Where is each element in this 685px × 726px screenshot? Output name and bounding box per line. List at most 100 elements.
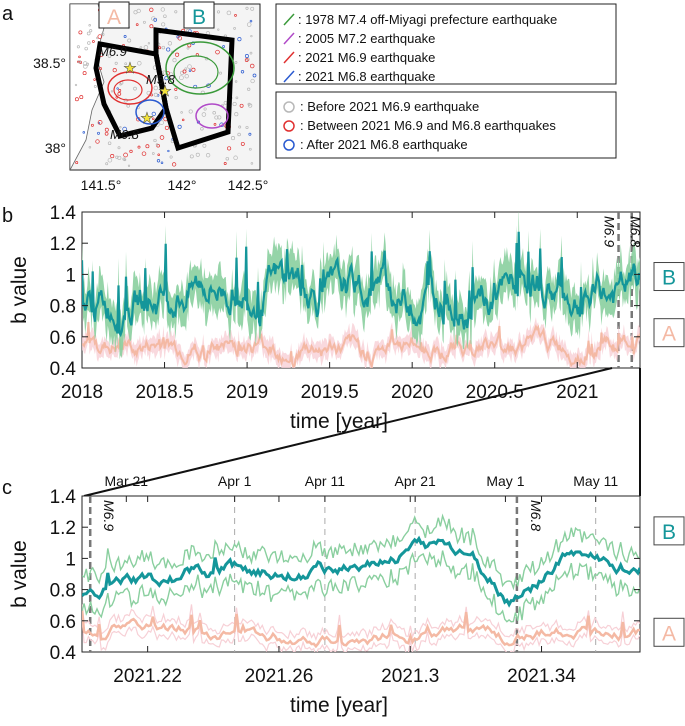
legend-eq-label: : 2021 M6.8 earthquake (298, 69, 435, 84)
x-axis-title: time [year] (290, 694, 388, 717)
seismicity-dot (247, 87, 251, 91)
seismicity-dot (99, 67, 102, 71)
seismicity-dot (87, 41, 91, 45)
seismicity-dot (97, 34, 103, 39)
chart-b-plot (82, 212, 640, 368)
seismicity-dot (158, 46, 162, 50)
legend-region-a-label: A (662, 622, 676, 645)
x-tick-label: 2018 (61, 382, 103, 403)
chart-c-axes: 0.4 0.6 0.8 1 1.2 1.4 2021.22 2021.26 2021.3 2021… (8, 473, 685, 717)
seismicity-dot (250, 162, 254, 165)
seismicity-dot (149, 7, 154, 12)
legend-region-b-label: B (662, 267, 676, 290)
seismicity-dot (214, 115, 219, 120)
seismicity-dot (161, 45, 166, 50)
seismicity-dot (104, 127, 109, 132)
seismicity-dot (232, 101, 237, 107)
seismicity-dot (216, 10, 221, 14)
seismicity-dot (227, 146, 232, 151)
seismicity-dot (205, 153, 211, 158)
seismicity-dot (186, 29, 189, 32)
map-content: ★ ★ ★ M6.9 M5.8 M6.8 (70, 4, 257, 170)
seismicity-dot (221, 103, 224, 107)
seismicity-dot (250, 78, 255, 84)
x-tick-label: 2021.34 (507, 666, 576, 687)
seismicity-dot (163, 14, 167, 18)
seismicity-dot (246, 22, 252, 27)
seismicity-dot (195, 152, 200, 157)
seismicity-dot (159, 135, 165, 140)
y-tick-label: 0.6 (50, 328, 76, 349)
seismicity-dot (110, 154, 115, 159)
seismicity-dot (219, 71, 222, 75)
seismicity-dot (235, 96, 239, 100)
legend-region-a-label: A (662, 323, 676, 346)
seismicity-dot (177, 35, 183, 41)
seismicity-dot (127, 38, 132, 43)
top-tick-label: Apr 21 (395, 473, 436, 489)
seismicity-dot (97, 131, 100, 135)
map-panel: ★ ★ ★ M6.9 M5.8 M6.8 A B 38.5° 38° 141.5… (33, 1, 268, 193)
legend-region-b-label: B (662, 521, 676, 544)
y-tick-label: 0.8 (50, 297, 76, 318)
series-b-band (82, 212, 640, 360)
seismicity-dot (88, 145, 92, 149)
seismicity-dot (153, 85, 159, 91)
seismicity-dot (171, 162, 177, 167)
seismicity-dot (191, 67, 196, 72)
seismicity-dot (217, 28, 220, 31)
seismicity-dot (143, 45, 149, 50)
legend-eq-swatch (283, 70, 295, 83)
seismicity-dot (188, 69, 192, 72)
seismicity-dot (252, 73, 257, 78)
seismicity-dot (234, 112, 239, 117)
region-b-box (183, 1, 215, 29)
legend-eq-swatch (283, 13, 295, 26)
legend-events-box (275, 91, 617, 159)
seismicity-dot (247, 102, 251, 106)
legend-eq-swatch (283, 32, 295, 45)
seismicity-dot (249, 51, 253, 55)
contour-2021-m68 (135, 99, 165, 125)
seismicity-dot (167, 149, 170, 153)
top-tick-label: Mar 21 (105, 473, 149, 489)
chart-c-plot (82, 496, 640, 652)
y-tick-label: 0.4 (50, 359, 77, 380)
seismicity-dot (75, 161, 79, 165)
seismicity-dot (155, 143, 159, 146)
seismicity-dot (184, 74, 189, 79)
x-tick-label: 2019 (226, 382, 268, 403)
legend-region-b-box (653, 262, 685, 292)
seismicity-dot (181, 118, 185, 122)
seismicity-dot (161, 22, 166, 27)
legend-eq-label: : 2021 M6.9 earthquake (298, 50, 435, 65)
seismicity-dot (234, 80, 238, 83)
seismicity-dot (117, 92, 122, 96)
seismicity-dot (137, 61, 142, 66)
seismicity-dot (112, 68, 117, 73)
seismicity-dot (128, 67, 133, 71)
event-annotation: M6.9 (101, 500, 117, 531)
seismicity-dot (93, 78, 96, 81)
seismicity-dot (237, 132, 241, 137)
seismicity-dot (145, 144, 150, 149)
seismicity-dot (213, 123, 217, 126)
seismicity-dot (156, 159, 161, 163)
y-tick-label: 1 (65, 549, 76, 570)
seismicity-dot (147, 42, 151, 45)
seismicity-dot (133, 86, 137, 91)
seismicity-dot (212, 111, 216, 115)
seismicity-dot (166, 47, 171, 52)
event-annotation: M6.9 (602, 216, 618, 247)
y-tick-label: 1.4 (50, 487, 77, 508)
legend-eq-label: : 2005 M7.2 earthquake (298, 31, 435, 46)
seismicity-dot (107, 141, 112, 145)
seismicity-dot (124, 62, 128, 66)
contour-1978-inner (173, 55, 219, 89)
x-tick-label: 2021.26 (245, 666, 314, 687)
seismicity-dot (95, 139, 100, 144)
x-tick-label: 2021 (556, 382, 598, 403)
seismicity-dot (151, 117, 155, 120)
seismicity-dot (89, 29, 93, 33)
legend-region-a-box (653, 318, 685, 348)
